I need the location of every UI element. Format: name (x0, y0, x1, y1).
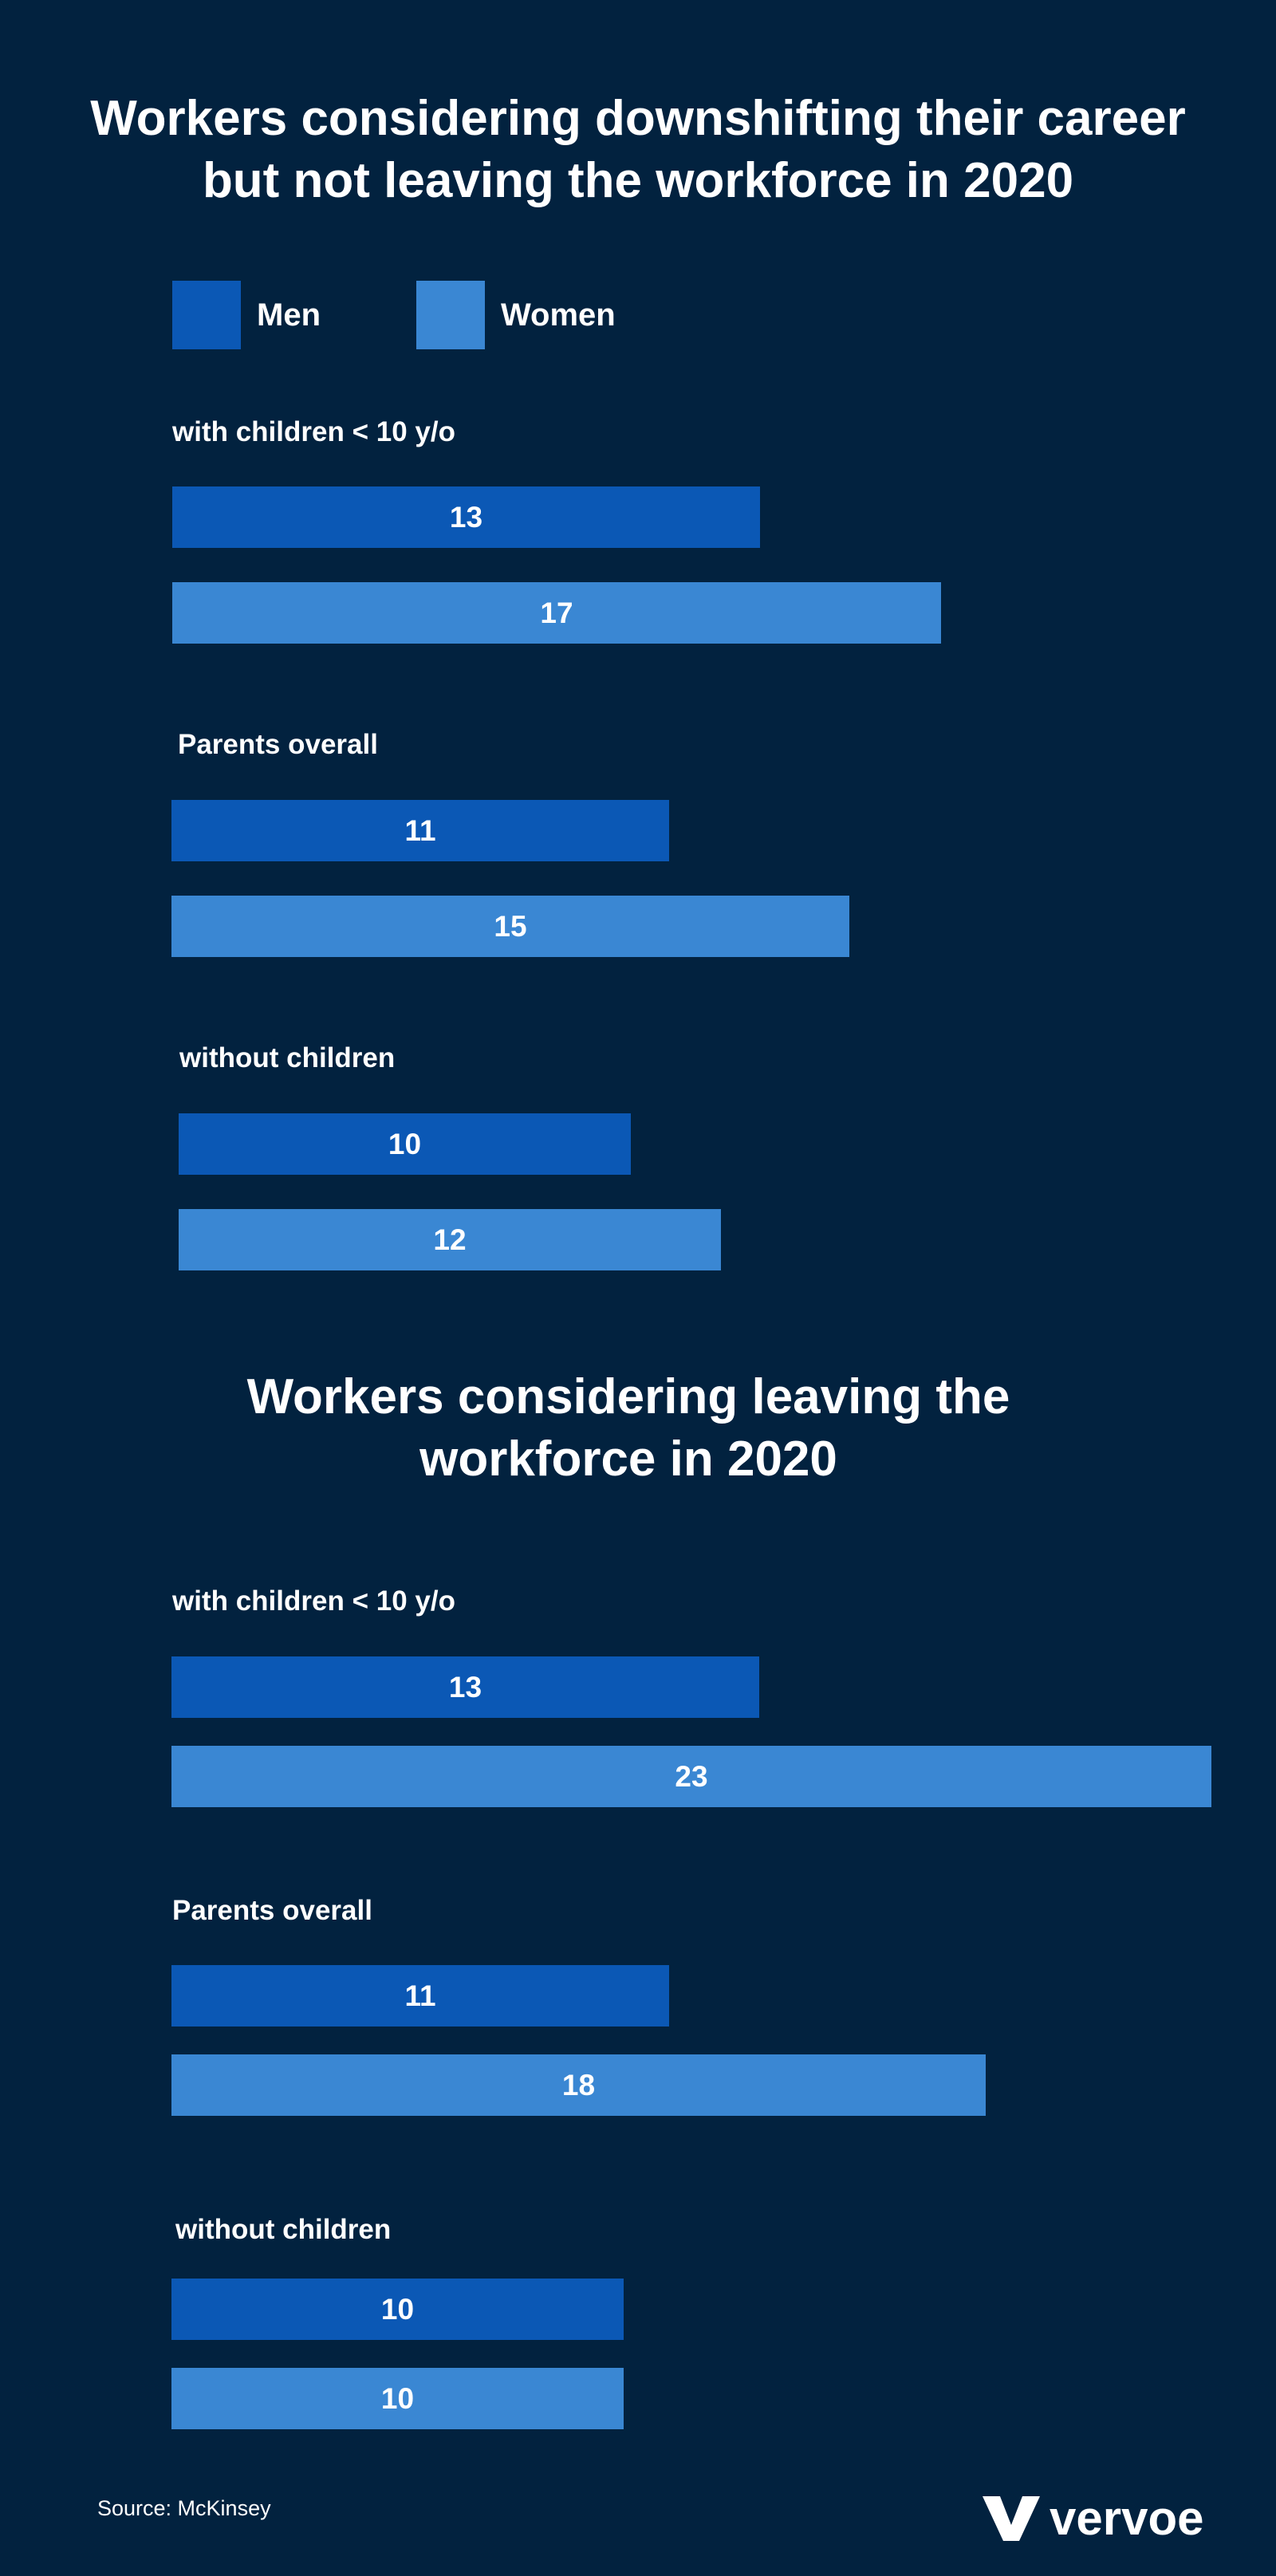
bar-value-label: 23 (675, 1760, 708, 1793)
bar-women (171, 1746, 1211, 1807)
chart-2-title-line-2: workforce in 2020 (419, 1432, 837, 1487)
bar-men (171, 1656, 759, 1718)
bar-value-label: 13 (448, 1671, 482, 1704)
legend-label-men: Men (257, 297, 321, 333)
category-label: Parents overall (172, 1895, 372, 1926)
bar-women (171, 896, 849, 957)
vervoe-logo-icon (983, 2496, 1040, 2541)
chart-2-title: Workers considering leaving the workforc… (0, 1366, 1257, 1491)
brand-logo: vervoe (983, 2495, 1203, 2543)
chart-1-title: Workers considering downshifting their c… (48, 88, 1228, 212)
source-note: Source: McKinsey (97, 2496, 271, 2520)
bar-value-label: 18 (561, 2069, 596, 2101)
chart-1-title-line-1: Workers considering downshifting their c… (90, 91, 1186, 146)
category-label: with children < 10 y/o (172, 416, 455, 447)
legend-item-women: Women (416, 281, 616, 349)
chart-1-title-line-2: but not leaving the workforce in 2020 (202, 153, 1074, 208)
category-label: with children < 10 y/o (172, 1585, 455, 1617)
bar-men (179, 1113, 631, 1175)
bar-value-label: 10 (380, 2293, 415, 2326)
legend-item-men: Men (172, 281, 321, 349)
brand-name: vervoe (1050, 2491, 1204, 2545)
bar-women (171, 2368, 624, 2429)
legend-swatch-women (416, 281, 485, 349)
chart-2-title-line-1: Workers considering leaving the (246, 1369, 1010, 1424)
bar-value-label: 15 (494, 910, 527, 943)
bar-women (172, 582, 941, 644)
legend-label-women: Women (501, 297, 616, 333)
bar-women (171, 2054, 986, 2116)
category-label: without children (179, 1042, 396, 1073)
legend: Men Women (172, 281, 711, 349)
bar-value-label: 13 (449, 501, 483, 534)
category-label: without children (175, 2214, 392, 2245)
bar-men (171, 800, 669, 861)
bar-value-label: 10 (388, 1128, 422, 1160)
bar-women (179, 1209, 721, 1270)
bar-value-label: 17 (540, 597, 573, 629)
bar-value-label: 12 (433, 1223, 467, 1256)
legend-swatch-men (172, 281, 241, 349)
bar-men (171, 2279, 624, 2340)
bar-value-label: 11 (404, 814, 436, 847)
bar-value-label: 11 (404, 1979, 436, 2012)
category-label: Parents overall (178, 729, 378, 760)
bar-men (171, 1965, 669, 2027)
bar-value-label: 10 (380, 2382, 415, 2415)
bar-men (172, 486, 760, 548)
